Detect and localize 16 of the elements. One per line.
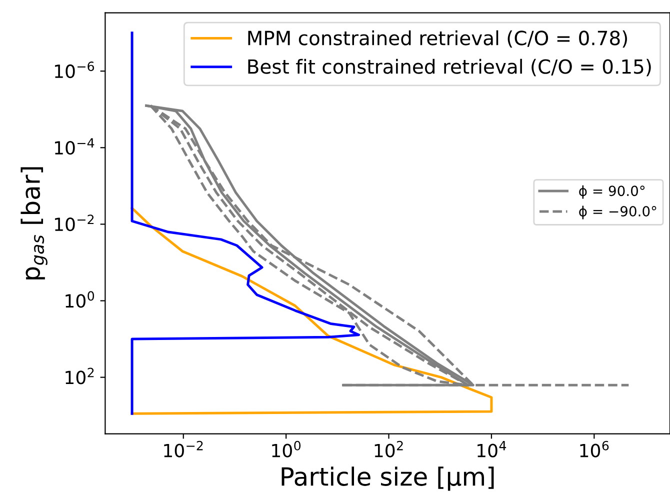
x-tick-label: 10$^{0}$ [272,440,301,458]
x-tick-label: 10$^{6}$ [580,440,609,458]
y-tick-label: 10$^{0}$ [66,291,94,308]
y-tick-label: 10$^{−2}$ [55,214,94,232]
x-tick-label: 10$^{2}$ [374,440,403,458]
legend-label: MPM constrained retrieval (C/O = 0.78) [248,30,627,48]
x-tick-label: 10$^{4}$ [478,441,506,458]
legend-label: Best fit constrained retrieval (C/O = 0.15) [248,58,651,76]
x-tick-label: 10$^{−2}$ [164,440,203,458]
y-tick-label: 10$^{−4}$ [55,138,94,155]
y-tick-label: 10$^{2}$ [66,368,94,384]
y-axis-title: p$_{gas}$ [bar] [20,167,48,280]
x-axis-title: Particle size [μm] [282,466,494,491]
legend-label: ϕ = −90.0° [579,206,656,220]
legend-label: ϕ = 90.0° [579,185,645,199]
y-tick-label: 10$^{−6}$ [55,62,94,78]
